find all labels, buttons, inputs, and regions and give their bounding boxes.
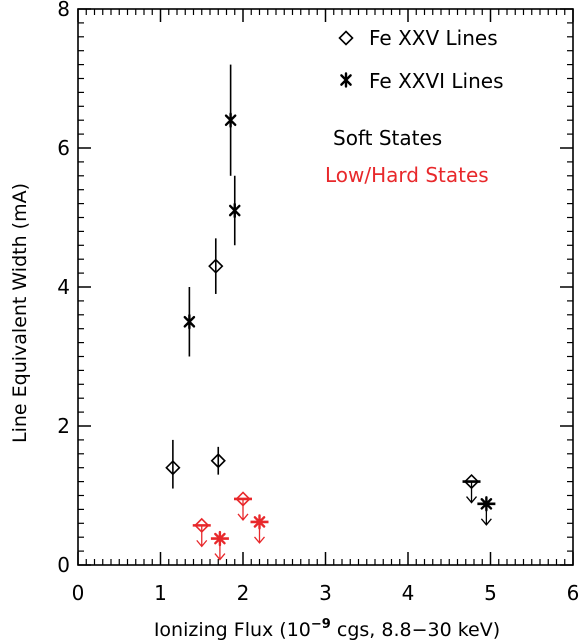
diamond-marker bbox=[194, 517, 210, 534]
asterisk-marker bbox=[224, 112, 237, 128]
y-tick-label: 4 bbox=[57, 275, 70, 299]
upper-limit-arrow bbox=[237, 498, 249, 521]
diamond-marker bbox=[165, 460, 181, 476]
legend-asterisk-marker bbox=[340, 72, 352, 88]
diamond-marker bbox=[208, 258, 224, 274]
fe-xxvi-point bbox=[250, 514, 269, 544]
diamond-marker bbox=[463, 473, 480, 490]
legend-hard-states: Low/Hard States bbox=[325, 163, 489, 187]
diamond-marker bbox=[235, 491, 251, 507]
x-tick-label: 4 bbox=[402, 581, 415, 605]
fe-xxv-point bbox=[192, 517, 211, 548]
fe-xxv-point bbox=[210, 446, 226, 475]
legend-diamond-marker bbox=[338, 30, 354, 46]
asterisk-marker bbox=[253, 514, 266, 530]
asterisk-marker bbox=[480, 496, 493, 512]
legend: Fe XXV Lines Fe XXVI Lines Soft States L… bbox=[325, 26, 504, 187]
fe-xxv-point bbox=[165, 439, 181, 489]
fe-xxvi-point bbox=[224, 64, 237, 176]
asterisk-marker bbox=[228, 202, 241, 219]
fe-xxvi-point bbox=[183, 287, 196, 357]
x-tick-label: 5 bbox=[484, 581, 497, 605]
y-tick-label: 8 bbox=[57, 0, 70, 21]
legend-fe-xxvi-label: Fe XXVI Lines bbox=[369, 69, 504, 93]
upper-limit-arrow bbox=[466, 481, 478, 504]
y-tick-label: 0 bbox=[57, 553, 70, 577]
legend-fe-xxvi-marker bbox=[340, 72, 352, 88]
y-axis-label: Line Equivalent Width (mA) bbox=[9, 183, 31, 443]
plot-frame bbox=[77, 8, 574, 566]
fe-xxv-point bbox=[462, 473, 481, 504]
x-tick-label: 1 bbox=[154, 581, 167, 605]
fe-xxv-point bbox=[208, 238, 224, 294]
fe-xxvi-point bbox=[477, 496, 496, 526]
x-axis-label: Ionizing Flux (10−9 cgs, 8.8−30 keV) bbox=[154, 617, 500, 641]
fe-xxvi-point bbox=[210, 530, 229, 561]
upper-limit-arrow bbox=[196, 525, 208, 548]
marks-layer bbox=[165, 64, 496, 561]
x-tick-label: 0 bbox=[72, 581, 85, 605]
x-axis-label-exponent: −9 bbox=[311, 617, 331, 632]
legend-fe-xxv-label: Fe XXV Lines bbox=[369, 26, 498, 50]
legend-fe-xxv-marker bbox=[338, 30, 354, 46]
x-tick-label: 6 bbox=[567, 581, 580, 605]
y-tick-label: 6 bbox=[57, 136, 70, 160]
fe-xxvi-point bbox=[228, 175, 241, 246]
asterisk-marker bbox=[214, 530, 226, 547]
x-tick-label: 3 bbox=[319, 581, 332, 605]
y-tick-label: 2 bbox=[57, 414, 70, 438]
diamond-marker bbox=[210, 453, 226, 469]
x-tick-label: 2 bbox=[237, 581, 250, 605]
legend-soft-states: Soft States bbox=[333, 126, 442, 150]
fe-xxv-point bbox=[234, 491, 252, 521]
asterisk-marker bbox=[183, 314, 196, 330]
